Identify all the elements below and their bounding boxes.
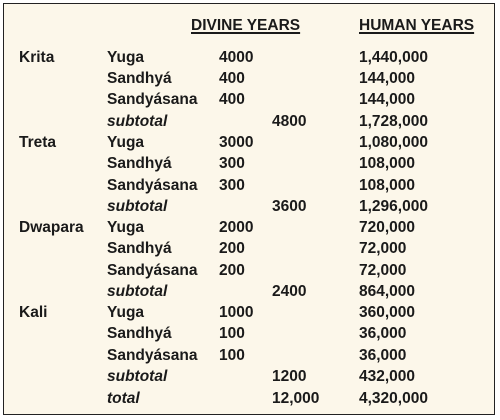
total-human-value: 4,320,000: [359, 390, 428, 407]
total-label: total: [107, 390, 140, 407]
divine-value: 3000: [219, 134, 254, 151]
divine-value: 4000: [219, 49, 254, 66]
row-label: Yuga: [107, 304, 145, 321]
divine-value: 100: [219, 347, 245, 364]
era-name: Treta: [19, 134, 57, 151]
human-value: 1,080,000: [359, 134, 428, 151]
human-value: 864,000: [359, 283, 416, 300]
divine-value: 300: [219, 155, 245, 172]
human-value: 36,000: [359, 325, 407, 342]
divine-value: 300: [219, 177, 245, 194]
subtotal-label: subtotal: [107, 198, 168, 215]
subtotal-value: 3600: [272, 198, 307, 215]
subtotal-label: subtotal: [107, 283, 168, 300]
divine-value: 200: [219, 240, 245, 257]
subtotal-value: 4800: [272, 113, 307, 130]
row-label: Sandhyá: [107, 70, 172, 87]
row-label: Sandyásana: [107, 91, 198, 108]
row-label: Sandhyá: [107, 240, 172, 257]
subtotal-value: 2400: [272, 283, 307, 300]
row-label: Sandhyá: [107, 155, 172, 172]
human-value: 72,000: [359, 240, 407, 257]
row-label: Sandyásana: [107, 347, 198, 364]
human-value: 1,728,000: [359, 113, 428, 130]
human-value: 360,000: [359, 304, 416, 321]
divine-value: 400: [219, 70, 245, 87]
row-label: Sandyásana: [107, 177, 198, 194]
yuga-table: DIVINE YEARS HUMAN YEARS Krita Yuga 4000…: [3, 3, 495, 415]
row-label: Yuga: [107, 134, 145, 151]
human-value: 144,000: [359, 70, 416, 87]
human-years-header: HUMAN YEARS: [359, 17, 475, 34]
total-divine-value: 12,000: [272, 390, 320, 407]
divine-value: 200: [219, 262, 245, 279]
era-name: Kali: [19, 304, 48, 321]
human-value: 1,296,000: [359, 198, 428, 215]
divine-value: 400: [219, 91, 245, 108]
row-label: Yuga: [107, 49, 145, 66]
row-label: Yuga: [107, 219, 145, 236]
divine-value: 1000: [219, 304, 254, 321]
human-value: 1,440,000: [359, 49, 428, 66]
subtotal-label: subtotal: [107, 368, 168, 385]
divine-years-header: DIVINE YEARS: [191, 17, 301, 34]
era-name: Krita: [19, 49, 55, 66]
human-value: 108,000: [359, 155, 416, 172]
human-value: 72,000: [359, 262, 407, 279]
human-value: 36,000: [359, 347, 407, 364]
row-label: Sandhyá: [107, 325, 172, 342]
human-value: 432,000: [359, 368, 416, 385]
subtotal-label: subtotal: [107, 113, 168, 130]
era-name: Dwapara: [19, 219, 84, 236]
human-value: 720,000: [359, 219, 416, 236]
subtotal-value: 1200: [272, 368, 307, 385]
divine-value: 100: [219, 325, 245, 342]
human-value: 144,000: [359, 91, 416, 108]
row-label: Sandyásana: [107, 262, 198, 279]
human-value: 108,000: [359, 177, 416, 194]
divine-value: 2000: [219, 219, 254, 236]
